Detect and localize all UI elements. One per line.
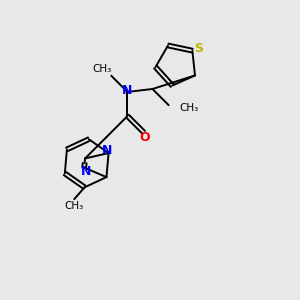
- Text: N: N: [122, 84, 133, 97]
- Text: CH₃: CH₃: [93, 64, 112, 74]
- Text: CH₃: CH₃: [179, 103, 198, 113]
- Text: N: N: [81, 165, 92, 178]
- Text: S: S: [194, 42, 203, 55]
- Text: CH₃: CH₃: [65, 201, 84, 212]
- Text: N: N: [102, 144, 112, 157]
- Text: O: O: [139, 131, 150, 144]
